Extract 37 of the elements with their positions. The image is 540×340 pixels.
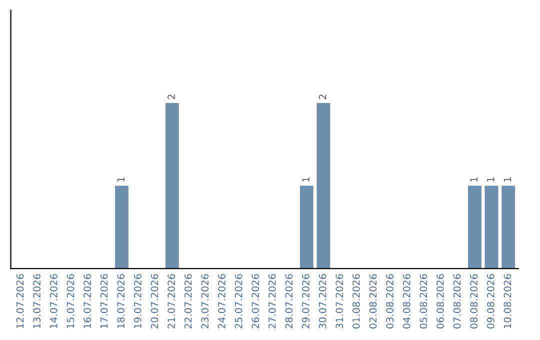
x-tick-label: 16.07.2026 [84,274,91,328]
data-label: 2 [318,94,326,100]
x-tick-label: 24.07.2026 [218,274,226,328]
x-tick-label: 07.08.2026 [453,274,461,328]
x-tick-label: 17.07.2026 [100,274,108,328]
x-tick-label: 23.07.2026 [201,274,209,328]
x-tick-label: 03.08.2026 [386,274,394,328]
data-label: 1 [302,177,310,182]
x-tick-label: 21.07.2026 [168,274,175,328]
x-tick-label: 27.07.2026 [268,274,276,328]
x-tick-label: 02.08.2026 [369,274,377,328]
x-tick-label: 15.07.2026 [66,274,74,328]
data-label: 2 [168,94,175,100]
data-label: 1 [470,177,478,182]
x-tick-label: 05.08.2026 [420,274,428,328]
x-tick-label: 13.07.2026 [33,274,41,328]
x-tick-label: 26.07.2026 [252,274,260,328]
data-label: 1 [504,177,511,182]
x-tick-label: 20.07.2026 [150,274,158,328]
x-tick-label: 22.07.2026 [184,274,192,328]
x-tick-label: 18.07.2026 [117,274,125,328]
x-tick-label: 12.07.2026 [16,274,24,328]
data-label: 1 [117,177,124,182]
x-tick-label: 08.08.2026 [470,274,478,328]
x-tick-label: 31.07.2026 [336,274,344,328]
x-tick-label: 25.07.2026 [234,274,242,328]
x-tick-label: 19.07.2026 [134,274,142,328]
x-tick-label: 10.08.2026 [504,274,512,328]
x-tick-label: 04.08.2026 [402,274,410,328]
data-label: 1 [487,177,494,182]
x-tick-label: 28.07.2026 [285,274,293,328]
x-tick-label: 01.08.2026 [352,274,360,328]
x-tick-label: 09.08.2026 [486,274,494,328]
x-tick-label: 06.08.2026 [436,274,444,328]
x-tick-label: 30.07.2026 [318,274,326,328]
x-tick-label: 14.07.2026 [50,274,58,328]
x-tick-label: 29.07.2026 [302,274,310,328]
